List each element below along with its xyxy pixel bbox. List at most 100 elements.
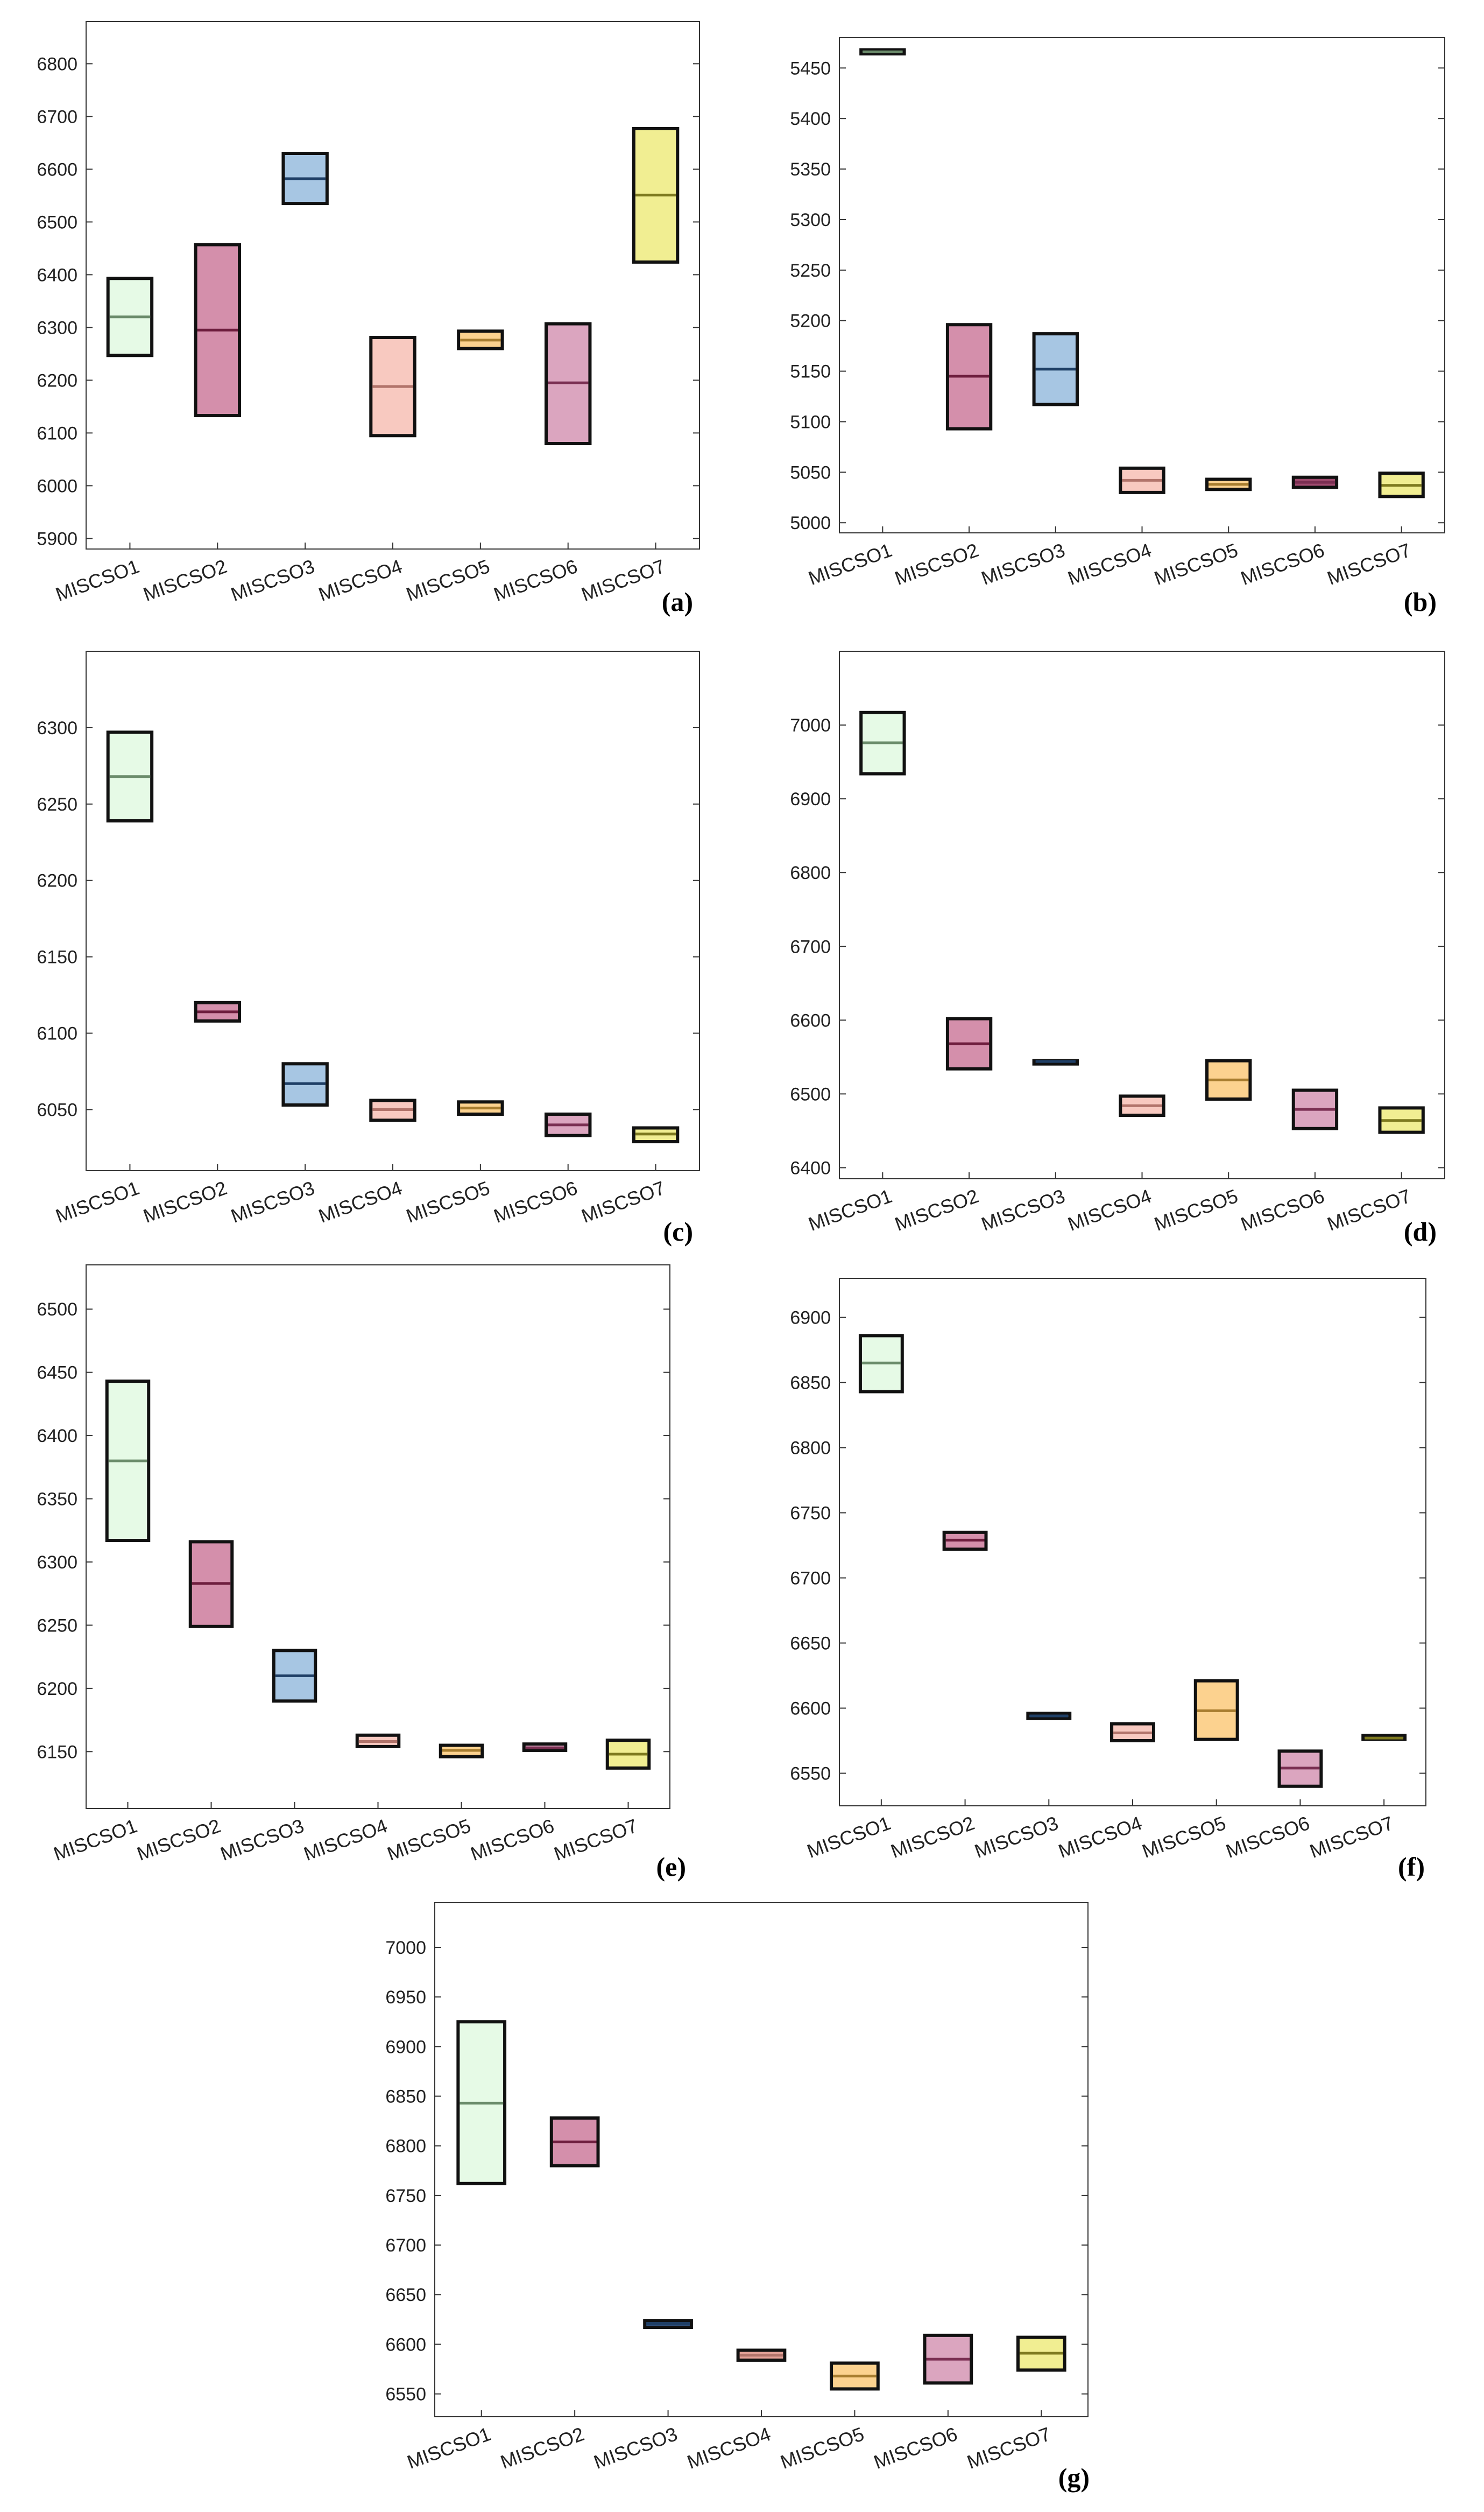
y-tick-label: 5900 [37, 529, 77, 549]
x-tick-label: MISCSO3 [228, 1177, 317, 1227]
x-tick-label: MISCSO3 [217, 1814, 307, 1865]
x-tick-label: MISCSO5 [403, 1177, 492, 1227]
panel-label: (d) [1404, 1216, 1437, 1247]
x-tick-label: MISCSO3 [978, 539, 1068, 589]
y-tick-label: 6900 [790, 789, 831, 810]
y-tick-label: 6200 [37, 1679, 77, 1699]
y-tick-label: 6350 [37, 1489, 77, 1510]
chart-panel-c: 605061006150620062506300MISCSO1MISCSO2MI… [37, 651, 700, 1247]
x-tick-label: MISCSO5 [384, 1814, 474, 1865]
y-tick-label: 6000 [37, 476, 77, 496]
y-tick-label: 6950 [385, 1987, 426, 2008]
chart-panel-d: 6400650066006700680069007000MISCSO1MISCS… [790, 651, 1445, 1247]
x-tick-label: MISCSO4 [684, 2423, 773, 2473]
x-tick-label: MISCSO7 [578, 1177, 668, 1227]
y-tick-label: 6300 [37, 1552, 77, 1573]
y-tick-label: 6500 [37, 1299, 77, 1320]
y-tick-label: 6250 [37, 794, 77, 815]
panel-label: (e) [656, 1852, 687, 1882]
y-tick-label: 6700 [790, 937, 831, 957]
chart-panel-e: 61506200625063006350640064506500MISCSO1M… [37, 1264, 687, 1882]
y-tick-label: 6900 [385, 2037, 426, 2057]
y-tick-label: 6600 [37, 159, 77, 180]
y-tick-label: 6300 [37, 318, 77, 338]
x-tick-label: MISCSO7 [1307, 1812, 1396, 1862]
x-tick-label: MISCSO4 [1065, 539, 1154, 589]
y-tick-label: 6050 [37, 1100, 77, 1120]
plot-frame [434, 1902, 1089, 2417]
y-tick-label: 6750 [385, 2186, 426, 2206]
panel-label: (f) [1398, 1852, 1425, 1882]
chart-panel-a: 5900 6000 6100 6200 6300 6400 6500 6600 6700 6800… [37, 21, 700, 617]
plot-frame [86, 651, 700, 1171]
x-tick-label: MISCSO6 [1223, 1812, 1312, 1862]
y-tick-label: 6800 [37, 54, 77, 74]
y-tick-label: 5100 [790, 412, 831, 432]
x-tick-label: MISCSO7 [1324, 539, 1414, 589]
x-tick-label: MISCSO4 [1065, 1185, 1154, 1235]
x-tick-label: MISCSO6 [1238, 1185, 1327, 1235]
x-tick-label: MISCSO2 [134, 1814, 223, 1865]
x-tick-label: MISCSO7 [551, 1814, 640, 1865]
x-tick-label: MISCSO2 [498, 2423, 587, 2473]
panel-label: (g) [1058, 2462, 1090, 2493]
y-tick-label: 5050 [790, 462, 831, 483]
y-tick-label: 7000 [385, 1938, 426, 1958]
y-tick-label: 6200 [37, 370, 77, 391]
x-tick-label: MISCSO4 [301, 1814, 390, 1865]
y-tick-label: 7000 [790, 715, 831, 736]
y-tick-label: 6650 [385, 2285, 426, 2305]
y-tick-label: 6200 [37, 871, 77, 891]
x-tick-label: MISCSO6 [491, 555, 580, 606]
y-tick-label: 6250 [37, 1615, 77, 1636]
y-tick-label: 6700 [790, 1568, 831, 1589]
y-tick-label: 5150 [790, 362, 831, 382]
x-tick-label: MISCSO1 [53, 555, 142, 606]
x-tick-label: MISCSO2 [892, 1185, 981, 1235]
y-tick-label: 6550 [385, 2384, 426, 2405]
panel-label: (c) [663, 1216, 694, 1247]
chart-panel-g: 6550 6600 6650 6700 6750 6800 6850 6900 6950 7000… [385, 1902, 1090, 2493]
panel-label: (b) [1404, 587, 1437, 617]
x-tick-label: MISCSO1 [404, 2423, 493, 2473]
y-tick-label: 6150 [37, 1742, 77, 1762]
x-tick-label: MISCSO3 [228, 555, 317, 606]
x-tick-label: MISCSO6 [491, 1177, 580, 1227]
y-tick-label: 5400 [790, 109, 831, 129]
x-tick-label: MISCSO4 [315, 555, 405, 606]
y-tick-label: 6750 [790, 1503, 831, 1524]
x-tick-label: MISCSO3 [591, 2423, 680, 2473]
x-tick-label: MISCSO5 [1151, 1185, 1241, 1235]
x-tick-label: MISCSO4 [1055, 1812, 1144, 1862]
x-tick-label: MISCSO1 [53, 1177, 142, 1227]
y-tick-label: 6650 [790, 1634, 831, 1654]
plot-frame [839, 37, 1445, 533]
x-tick-label: MISCSO2 [888, 1812, 977, 1862]
y-tick-label: 6300 [37, 718, 77, 738]
x-tick-label: MISCSO7 [1324, 1185, 1414, 1235]
x-tick-label: MISCSO7 [578, 555, 668, 606]
panel-label: (a) [662, 587, 693, 617]
x-tick-label: MISCSO5 [778, 2423, 867, 2473]
y-tick-label: 6150 [37, 947, 77, 968]
y-tick-label: 6800 [790, 1438, 831, 1459]
y-tick-label: 6400 [790, 1158, 831, 1178]
x-tick-label: MISCSO5 [1139, 1812, 1228, 1862]
x-tick-label: MISCSO3 [972, 1812, 1061, 1862]
chart-panel-b: 5000 5050 5100 5150 5200 5250 5300 5350 5400 5450… [790, 37, 1445, 617]
y-tick-label: 5250 [790, 261, 831, 281]
y-tick-label: 6100 [37, 1024, 77, 1044]
y-tick-label: 6600 [790, 1699, 831, 1719]
y-tick-label: 5000 [790, 513, 831, 533]
x-tick-label: MISCSO1 [51, 1814, 140, 1865]
y-tick-label: 6600 [790, 1010, 831, 1031]
x-tick-label: MISCSO6 [468, 1814, 557, 1865]
x-tick-label: MISCSO7 [964, 2423, 1054, 2473]
x-tick-label: MISCSO1 [805, 1185, 895, 1235]
y-tick-label: 5300 [790, 210, 831, 230]
y-tick-label: 6850 [790, 1373, 831, 1394]
y-tick-label: 6450 [37, 1363, 77, 1383]
x-tick-label: MISCSO2 [892, 539, 981, 589]
y-tick-label: 6400 [37, 1426, 77, 1446]
plot-frame [86, 1264, 670, 1809]
